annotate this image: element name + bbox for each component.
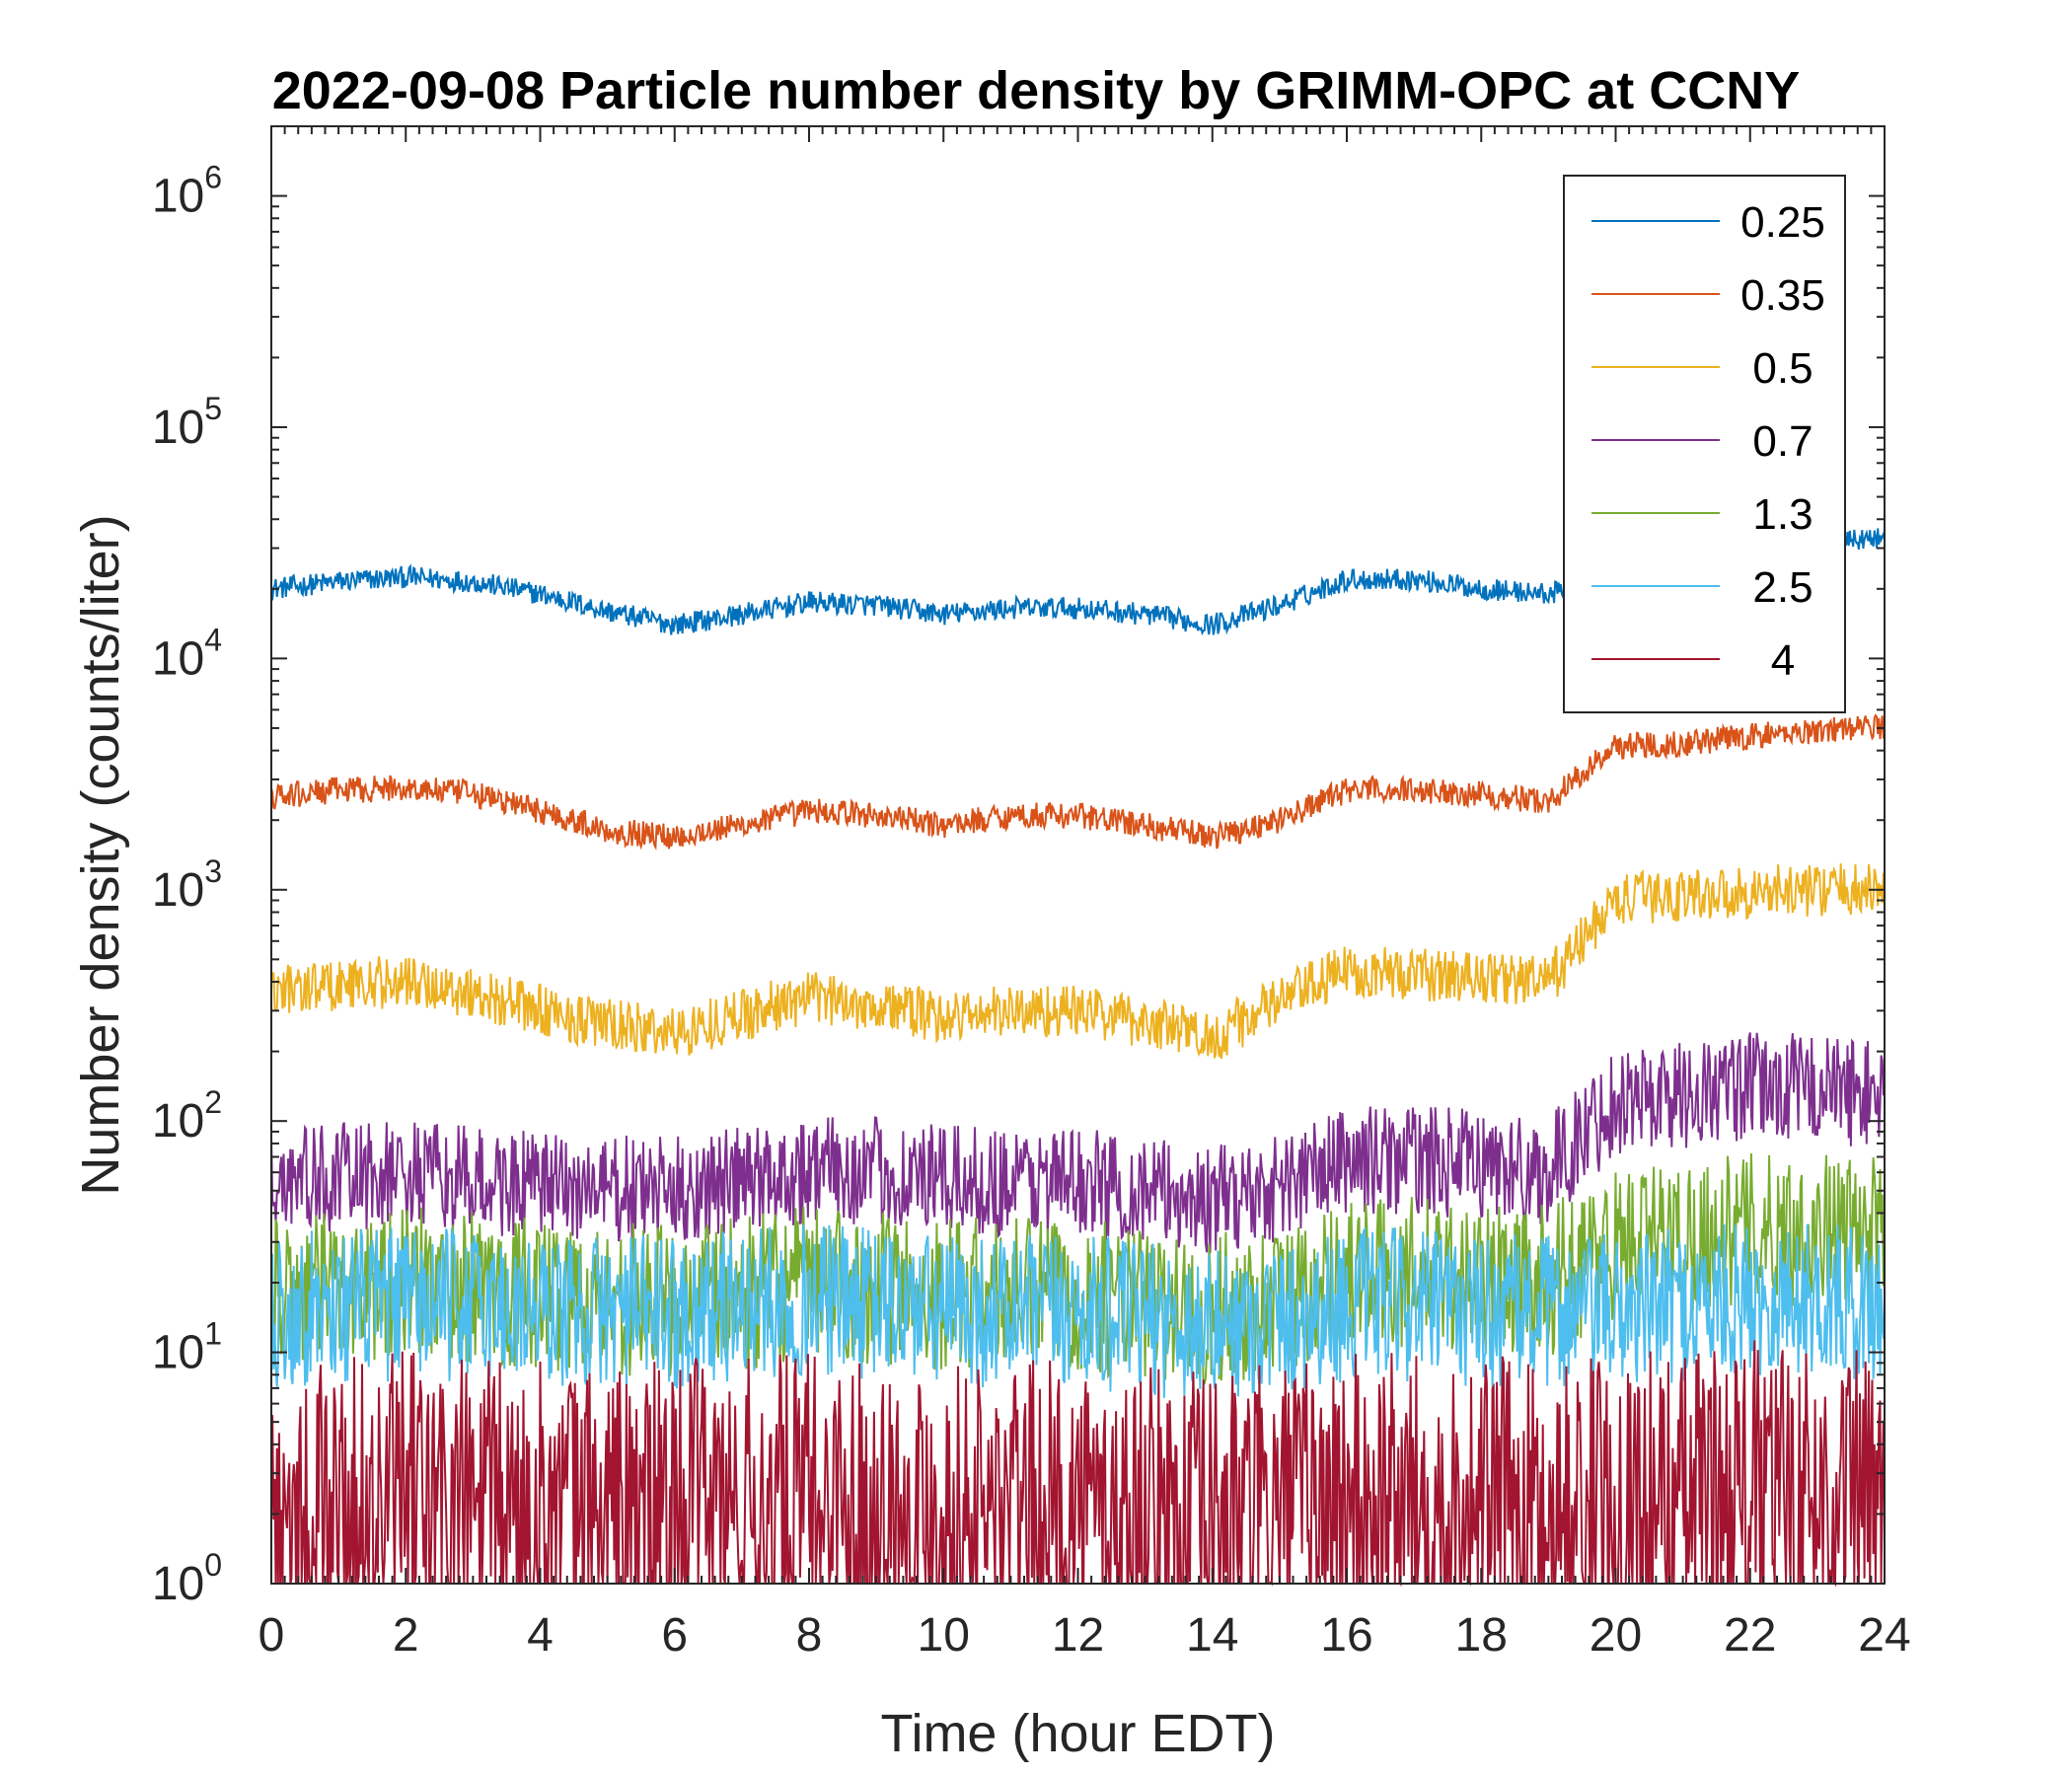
series-line-1 [270,713,1886,851]
legend-label: 0.35 [1740,271,1825,320]
legend-label: 1.3 [1752,490,1813,539]
x-tick-label: 16 [1320,1609,1372,1662]
y-tick-label: 105 [152,391,222,454]
series-line-5 [270,1223,1886,1399]
chart-title: 2022-09-08 Particle number density by GR… [272,61,1800,120]
y-axis-ticks: 100 101 102 103 104 105 106 [152,125,1885,1610]
y-tick-label: 102 [152,1084,222,1147]
x-axis-label: Time (hour EDT) [880,1704,1275,1763]
x-tick-label: 6 [661,1609,688,1662]
legend-label: 0.7 [1752,417,1813,466]
x-tick-label: 22 [1724,1609,1776,1662]
x-tick-label: 24 [1858,1609,1910,1662]
series-line-3 [270,1032,1886,1253]
x-tick-label: 10 [918,1609,970,1662]
plot-lines [270,528,1886,1588]
x-axis-ticks: 0 2 4 6 8 10 12 14 16 18 20 22 24 [259,126,1911,1662]
y-tick-label: 106 [152,160,222,223]
x-tick-label: 4 [527,1609,554,1662]
legend-box [1563,175,1846,713]
y-axis-label: Number density (counts/liter) [71,514,130,1195]
x-tick-label: 2 [393,1609,419,1662]
series-line-6 [270,1340,1886,1588]
legend-label: 4 [1771,636,1795,685]
x-tick-label: 0 [259,1609,285,1662]
y-tick-label: 103 [152,853,222,917]
x-tick-label: 12 [1052,1609,1104,1662]
y-tick-label: 101 [152,1316,222,1379]
legend-label: 2.5 [1752,563,1813,612]
x-tick-label: 8 [796,1609,823,1662]
y-tick-label: 104 [152,622,222,685]
y-tick-label: 100 [152,1547,222,1610]
x-tick-label: 14 [1186,1609,1238,1662]
legend-label: 0.25 [1740,198,1825,247]
series-line-2 [270,863,1886,1060]
x-tick-label: 18 [1455,1609,1508,1662]
x-tick-label: 20 [1590,1609,1642,1662]
legend: 0.25 0.35 0.5 0.7 1.3 2.5 4 [1563,175,1846,713]
legend-label: 0.5 [1752,344,1813,393]
